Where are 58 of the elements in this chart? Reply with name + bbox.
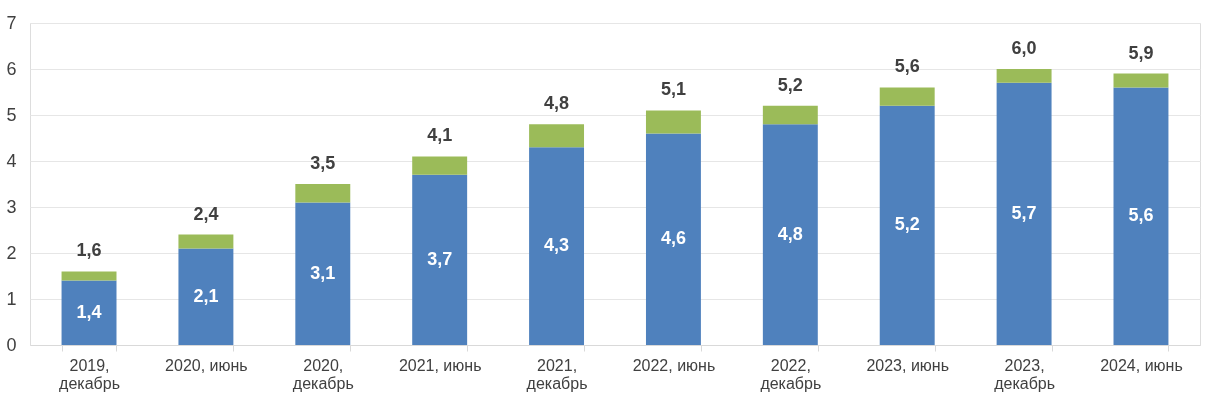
- bar: [412, 174, 468, 345]
- data-label: 4,8: [777, 223, 803, 244]
- bar: [996, 69, 1052, 83]
- data-label: 5,2: [894, 214, 920, 235]
- data-label: 1,4: [76, 301, 102, 322]
- data-label: 5,7: [1011, 202, 1037, 223]
- total-label: 4,1: [427, 125, 453, 146]
- bar: [61, 271, 117, 281]
- x-tick-label: 2020, декабрь: [292, 356, 354, 392]
- total-label: 4,8: [544, 93, 570, 114]
- bar: [1113, 73, 1169, 88]
- data-label: 3,1: [310, 262, 336, 283]
- total-label: 5,6: [894, 56, 920, 77]
- y-tick-label: 3: [6, 196, 17, 217]
- y-tick-label: 0: [6, 334, 17, 355]
- bar: [61, 280, 117, 345]
- bar: [645, 110, 701, 134]
- bar: [529, 147, 585, 345]
- bar: [762, 124, 818, 345]
- x-tick-label: 2023, июнь: [866, 356, 949, 374]
- total-label: 1,6: [76, 240, 102, 261]
- data-label: 4,6: [660, 228, 686, 249]
- bar: [295, 184, 351, 203]
- bar: [879, 87, 935, 106]
- total-label: 3,5: [310, 153, 336, 173]
- data-label: 4,3: [544, 235, 570, 256]
- y-tick-label: 1: [6, 288, 17, 309]
- bar: [762, 105, 818, 125]
- x-tick-label: 2022, декабрь: [760, 356, 822, 392]
- bar: [412, 156, 468, 175]
- data-label: 2,1: [193, 285, 219, 306]
- x-tick-label: 2021, июнь: [398, 356, 482, 374]
- x-tick-label: 2023, декабрь: [994, 356, 1056, 392]
- y-tick-label: 5: [6, 104, 17, 125]
- x-tick-label: 2022, июнь: [632, 356, 716, 374]
- total-label: 5,1: [660, 79, 686, 100]
- x-tick-label: 2021, декабрь: [526, 356, 588, 392]
- data-label: 3,7: [427, 248, 453, 269]
- bar: [1113, 87, 1169, 345]
- bar: [295, 202, 351, 345]
- total-label: 5,9: [1128, 42, 1154, 63]
- y-tick-label: 2: [6, 242, 17, 263]
- data-label: 5,6: [1128, 205, 1154, 226]
- y-tick-label: 6: [6, 58, 17, 79]
- x-tick-label: 2020, июнь: [165, 356, 248, 374]
- bar: [529, 124, 585, 148]
- bar: [996, 82, 1052, 345]
- x-tick-label: 2019, декабрь: [59, 356, 120, 392]
- y-tick-label: 7: [6, 12, 17, 33]
- x-tick-label: 2024, июнь: [1100, 356, 1183, 374]
- bar: [879, 105, 935, 345]
- bar: [645, 133, 701, 345]
- total-label: 6,0: [1011, 38, 1037, 58]
- bar: [178, 234, 234, 249]
- y-tick-label: 4: [6, 150, 17, 171]
- total-label: 2,4: [193, 203, 219, 224]
- total-label: 5,2: [777, 74, 803, 95]
- bar: [178, 248, 234, 345]
